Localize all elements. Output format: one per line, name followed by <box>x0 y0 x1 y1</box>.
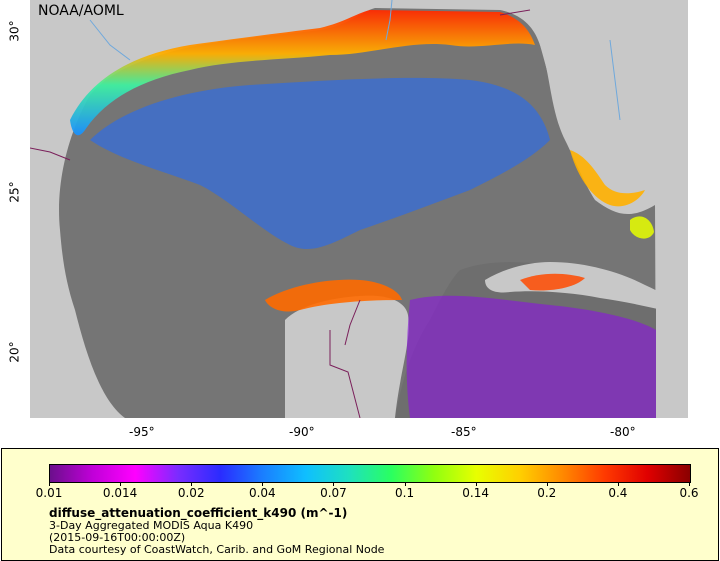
cuba-north-bloom <box>520 273 585 291</box>
lon-tick-95: -95° <box>129 425 155 439</box>
cuba-land <box>485 262 688 315</box>
us-coastal-bloom <box>70 10 535 136</box>
lon-tick-85: -85° <box>451 425 477 439</box>
colorbar <box>49 464 691 483</box>
river-florida <box>609 39 621 121</box>
colorbar-tick-mark <box>617 483 619 486</box>
colorbar-tick-mark <box>404 483 406 486</box>
lat-tick-30: 30° <box>7 20 22 42</box>
k490-map <box>30 0 688 418</box>
colorbar-tick-label: 0.02 <box>177 486 205 500</box>
colorbar-tick-label: 0.6 <box>679 486 699 500</box>
central-gulf-blue <box>90 77 550 250</box>
map-credit: NOAA/AOML <box>38 3 124 19</box>
river-mississippi <box>385 0 393 41</box>
colorbar-tick-mark <box>475 483 477 486</box>
florida-keys-bloom <box>570 150 645 207</box>
bahamas-bloom <box>630 216 654 239</box>
legend-line-1: 3-Day Aggregated MODIS Aqua K490 <box>49 519 254 532</box>
colorbar-tick-label: 0.14 <box>462 486 490 500</box>
lat-tick-25: 25° <box>7 181 22 203</box>
colorbar-tick-label: 0.07 <box>320 486 347 500</box>
colorbar-tick-mark <box>191 483 193 486</box>
legend-line-3: Data courtesy of CoastWatch, Carib. and … <box>49 543 385 556</box>
florida-land <box>530 10 638 200</box>
caribbean-purple <box>406 295 656 418</box>
colorbar-tick-label: 0.4 <box>608 486 628 500</box>
lat-tick-20: 20° <box>7 341 22 363</box>
yucatan-state-border <box>344 299 361 346</box>
colorbar-tick-label: 0.01 <box>35 486 63 500</box>
colorbar-tick-mark <box>689 483 690 486</box>
colorbar-tick-label: 0.04 <box>248 486 276 500</box>
colorbar-tick-mark <box>49 483 50 486</box>
colorbar-tick-label: 0.1 <box>395 486 415 500</box>
us-mexico-border <box>30 147 71 161</box>
yucatan-shelf-bloom <box>265 279 402 312</box>
yucatan-land <box>285 295 409 418</box>
colorbar-tick-mark <box>262 483 264 486</box>
colorbar-tick-label: 0.2 <box>537 486 557 500</box>
mexico-guatemala-border <box>329 330 361 418</box>
colorbar-tick-mark <box>546 483 548 486</box>
colorbar-tick-label: 0.014 <box>102 486 138 500</box>
lon-tick-80: -80° <box>610 425 636 439</box>
legend-line-2: (2015-09-16T00:00:00Z) <box>49 531 186 544</box>
legend-variable: diffuse_attenuation_coefficient_k490 (m^… <box>49 506 348 520</box>
lon-tick-90: -90° <box>289 425 315 439</box>
map-frame[interactable]: NOAA/AOML <box>30 0 688 418</box>
river-texas <box>89 19 131 61</box>
colorbar-tick-mark <box>120 483 122 486</box>
legend-panel: 0.01 0.014 0.02 0.04 0.07 0.1 0.14 0.2 0.4 0.6 di… <box>1 448 719 561</box>
colorbar-tick-mark <box>333 483 335 486</box>
mexico-land <box>30 120 105 418</box>
florida-state-border <box>499 9 531 16</box>
